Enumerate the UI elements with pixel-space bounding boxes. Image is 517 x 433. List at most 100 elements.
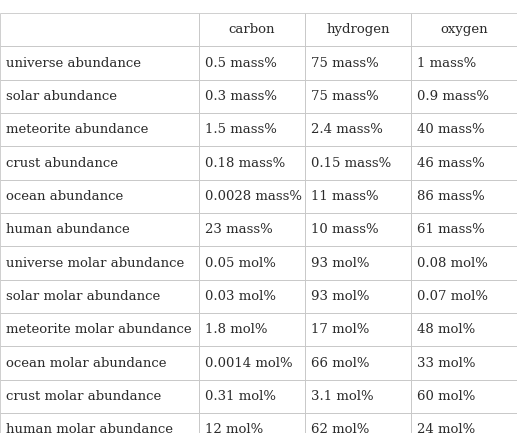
Text: 1 mass%: 1 mass% (417, 56, 477, 70)
Text: solar molar abundance: solar molar abundance (6, 290, 160, 303)
FancyBboxPatch shape (0, 46, 199, 80)
Text: 0.15 mass%: 0.15 mass% (311, 156, 391, 170)
Text: 0.5 mass%: 0.5 mass% (205, 56, 277, 70)
Text: human abundance: human abundance (6, 223, 130, 236)
Text: 93 mol%: 93 mol% (311, 290, 370, 303)
FancyBboxPatch shape (305, 413, 411, 433)
Text: 17 mol%: 17 mol% (311, 323, 370, 336)
Text: 61 mass%: 61 mass% (417, 223, 485, 236)
FancyBboxPatch shape (199, 146, 305, 180)
FancyBboxPatch shape (305, 346, 411, 380)
FancyBboxPatch shape (305, 180, 411, 213)
Text: 11 mass%: 11 mass% (311, 190, 379, 203)
FancyBboxPatch shape (0, 313, 199, 346)
Text: 3.1 mol%: 3.1 mol% (311, 390, 374, 403)
Text: 75 mass%: 75 mass% (311, 56, 379, 70)
FancyBboxPatch shape (199, 280, 305, 313)
FancyBboxPatch shape (199, 13, 305, 46)
Text: 46 mass%: 46 mass% (417, 156, 485, 170)
FancyBboxPatch shape (199, 180, 305, 213)
Text: 0.0014 mol%: 0.0014 mol% (205, 356, 293, 370)
FancyBboxPatch shape (199, 46, 305, 80)
FancyBboxPatch shape (0, 213, 199, 246)
Text: 93 mol%: 93 mol% (311, 256, 370, 270)
FancyBboxPatch shape (305, 213, 411, 246)
Text: 1.5 mass%: 1.5 mass% (205, 123, 277, 136)
Text: 0.08 mol%: 0.08 mol% (417, 256, 488, 270)
Text: carbon: carbon (229, 23, 275, 36)
Text: 23 mass%: 23 mass% (205, 223, 273, 236)
Text: ocean molar abundance: ocean molar abundance (6, 356, 166, 370)
FancyBboxPatch shape (305, 80, 411, 113)
Text: 24 mol%: 24 mol% (417, 423, 476, 433)
Text: crust abundance: crust abundance (6, 156, 118, 170)
FancyBboxPatch shape (305, 13, 411, 46)
FancyBboxPatch shape (411, 113, 517, 146)
Text: 0.0028 mass%: 0.0028 mass% (205, 190, 302, 203)
FancyBboxPatch shape (199, 113, 305, 146)
FancyBboxPatch shape (199, 313, 305, 346)
Text: meteorite molar abundance: meteorite molar abundance (6, 323, 192, 336)
FancyBboxPatch shape (199, 346, 305, 380)
Text: 0.3 mass%: 0.3 mass% (205, 90, 277, 103)
Text: 40 mass%: 40 mass% (417, 123, 485, 136)
Text: 0.03 mol%: 0.03 mol% (205, 290, 276, 303)
FancyBboxPatch shape (305, 313, 411, 346)
FancyBboxPatch shape (0, 146, 199, 180)
Text: 0.31 mol%: 0.31 mol% (205, 390, 276, 403)
Text: universe molar abundance: universe molar abundance (6, 256, 185, 270)
Text: human molar abundance: human molar abundance (6, 423, 173, 433)
Text: 60 mol%: 60 mol% (417, 390, 476, 403)
Text: 0.05 mol%: 0.05 mol% (205, 256, 276, 270)
FancyBboxPatch shape (411, 413, 517, 433)
FancyBboxPatch shape (411, 346, 517, 380)
FancyBboxPatch shape (199, 380, 305, 413)
FancyBboxPatch shape (0, 13, 199, 46)
Text: 2.4 mass%: 2.4 mass% (311, 123, 383, 136)
FancyBboxPatch shape (305, 246, 411, 280)
Text: meteorite abundance: meteorite abundance (6, 123, 148, 136)
Text: hydrogen: hydrogen (326, 23, 390, 36)
FancyBboxPatch shape (411, 246, 517, 280)
Text: 0.07 mol%: 0.07 mol% (417, 290, 488, 303)
Text: oxygen: oxygen (440, 23, 488, 36)
Text: 0.9 mass%: 0.9 mass% (417, 90, 489, 103)
FancyBboxPatch shape (411, 313, 517, 346)
FancyBboxPatch shape (305, 113, 411, 146)
Text: 86 mass%: 86 mass% (417, 190, 485, 203)
Text: solar abundance: solar abundance (6, 90, 117, 103)
FancyBboxPatch shape (305, 46, 411, 80)
Text: 10 mass%: 10 mass% (311, 223, 379, 236)
FancyBboxPatch shape (411, 280, 517, 313)
FancyBboxPatch shape (0, 346, 199, 380)
FancyBboxPatch shape (305, 146, 411, 180)
Text: crust molar abundance: crust molar abundance (6, 390, 161, 403)
FancyBboxPatch shape (411, 13, 517, 46)
Text: 12 mol%: 12 mol% (205, 423, 264, 433)
Text: 33 mol%: 33 mol% (417, 356, 476, 370)
Text: 62 mol%: 62 mol% (311, 423, 370, 433)
FancyBboxPatch shape (411, 213, 517, 246)
FancyBboxPatch shape (0, 280, 199, 313)
Text: ocean abundance: ocean abundance (6, 190, 124, 203)
FancyBboxPatch shape (411, 180, 517, 213)
FancyBboxPatch shape (0, 380, 199, 413)
FancyBboxPatch shape (411, 380, 517, 413)
FancyBboxPatch shape (199, 213, 305, 246)
FancyBboxPatch shape (411, 146, 517, 180)
Text: 66 mol%: 66 mol% (311, 356, 370, 370)
Text: 48 mol%: 48 mol% (417, 323, 476, 336)
Text: 75 mass%: 75 mass% (311, 90, 379, 103)
FancyBboxPatch shape (0, 180, 199, 213)
FancyBboxPatch shape (411, 46, 517, 80)
FancyBboxPatch shape (411, 80, 517, 113)
Text: 0.18 mass%: 0.18 mass% (205, 156, 285, 170)
FancyBboxPatch shape (0, 413, 199, 433)
FancyBboxPatch shape (0, 113, 199, 146)
FancyBboxPatch shape (0, 246, 199, 280)
FancyBboxPatch shape (0, 80, 199, 113)
FancyBboxPatch shape (305, 380, 411, 413)
Text: universe abundance: universe abundance (6, 56, 141, 70)
FancyBboxPatch shape (199, 80, 305, 113)
Text: 1.8 mol%: 1.8 mol% (205, 323, 268, 336)
